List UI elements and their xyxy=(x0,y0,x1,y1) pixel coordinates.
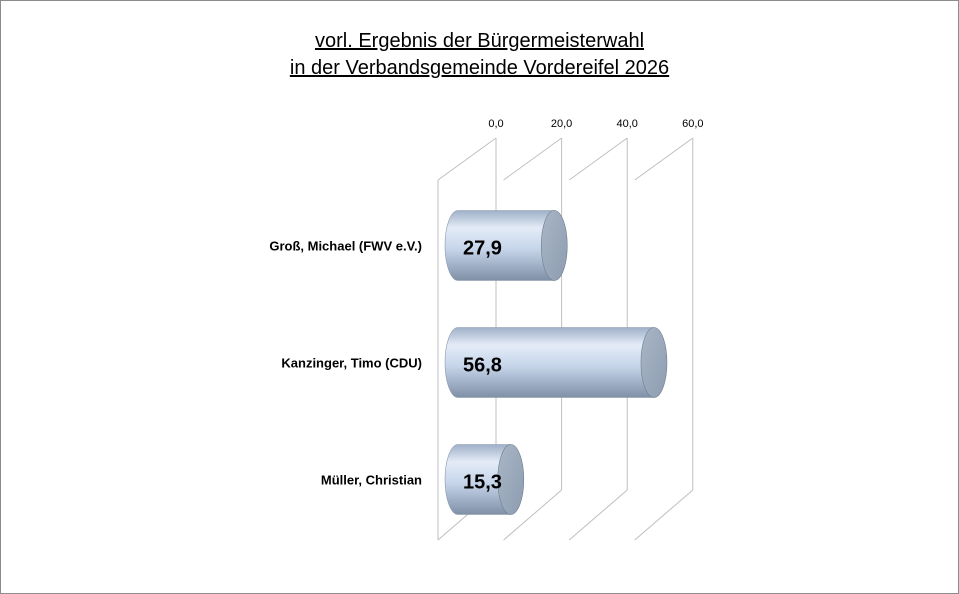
chart-title: vorl. Ergebnis der Bürgermeisterwahl in … xyxy=(0,28,959,82)
chart-title-line-2: in der Verbandsgemeinde Vordereifel 2026 xyxy=(289,57,670,79)
x-tick-label: 40,0 xyxy=(616,118,637,130)
x-tick-label: 60,0 xyxy=(682,118,703,130)
data-label: 27,9 xyxy=(463,238,502,260)
category-label: Kanzinger, Timo (CDU) xyxy=(281,356,422,371)
bar-1 xyxy=(444,327,655,398)
bar-0 xyxy=(444,210,555,281)
category-label: Groß, Michael (FWV e.V.) xyxy=(269,239,422,254)
gridline-top-2 xyxy=(568,137,628,181)
data-label: 56,8 xyxy=(463,355,502,377)
gridline-top-3 xyxy=(634,137,694,181)
gridline-top-1 xyxy=(503,137,562,181)
category-label: Müller, Christian xyxy=(321,473,422,488)
gridline-bottom-1 xyxy=(503,489,562,541)
bar-cap-1 xyxy=(640,327,668,398)
data-label: 15,3 xyxy=(463,472,502,494)
chart-title-line-1: vorl. Ergebnis der Bürgermeisterwahl xyxy=(314,30,645,52)
x-tick-label: 0,0 xyxy=(488,118,503,130)
gridline-bottom-3 xyxy=(634,489,694,541)
gridline-top-0 xyxy=(437,137,497,181)
bar-cap-2 xyxy=(497,444,525,515)
x-tick-label: 20,0 xyxy=(551,118,572,130)
bar-cap-0 xyxy=(540,210,568,281)
bar-2 xyxy=(444,444,512,515)
gridline-bottom-2 xyxy=(568,489,628,541)
